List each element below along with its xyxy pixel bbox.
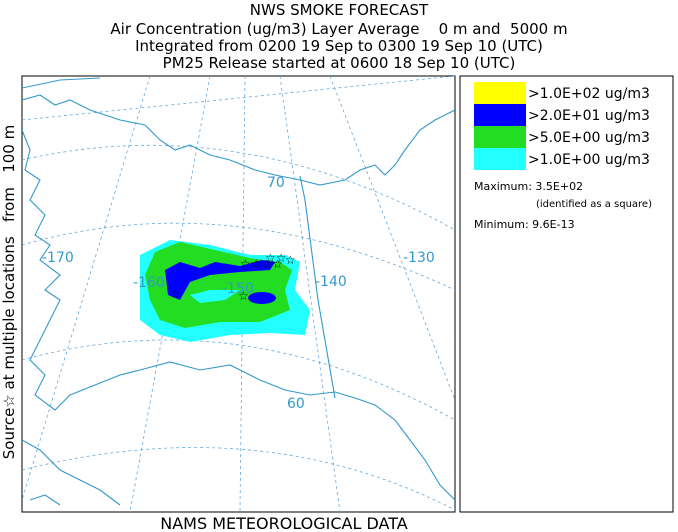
legend: Maximum: 3.5E+02 (identified as a square… xyxy=(459,75,674,513)
map-label: 60 xyxy=(287,396,305,412)
legend-swatch xyxy=(474,82,526,104)
svg-text:☆☆: ☆☆ xyxy=(265,251,287,265)
plume-high xyxy=(165,260,275,300)
subtitle: PM25 Release started at 0600 18 Sep 10 (… xyxy=(163,54,516,72)
subtitle: Air Concentration (ug/m3) Layer Average … xyxy=(110,20,567,38)
svg-text:☆☆☆☆: ☆☆☆☆ xyxy=(240,257,283,271)
map-label: -150 xyxy=(222,281,254,297)
svg-text:☆: ☆ xyxy=(238,289,249,303)
legend-swatch xyxy=(474,148,526,170)
legend-swatch xyxy=(474,126,526,148)
legend-label: >1.0E+00 ug/m3 xyxy=(528,152,650,168)
title: NWS SMOKE FORECAST xyxy=(250,1,429,19)
legend-maximum: Maximum: 3.5E+02 xyxy=(474,180,583,193)
legend-maximum-note: (identified as a square) xyxy=(536,199,652,210)
sources: ☆☆☆☆☆☆ ☆☆ ☆ xyxy=(170,251,296,303)
map-label: -160 xyxy=(133,275,165,291)
plume xyxy=(140,240,310,342)
legend-swatch xyxy=(474,104,526,126)
svg-text:☆: ☆ xyxy=(285,253,296,267)
svg-text:☆: ☆ xyxy=(170,287,181,301)
subtitle: Integrated from 0200 19 Sep to 0300 19 S… xyxy=(135,37,543,55)
legend-label: >1.0E+02 ug/m3 xyxy=(528,86,650,102)
plume-high xyxy=(248,292,276,304)
map-label: -130 xyxy=(403,250,435,266)
coastline xyxy=(22,77,455,506)
legend-label: >5.0E+00 ug/m3 xyxy=(528,130,650,146)
map-label: -140 xyxy=(315,274,347,290)
side-label: Source☆ at multiple locations from 100 m xyxy=(0,125,18,459)
map-label: 70 xyxy=(267,175,285,191)
legend-label: >2.0E+01 ug/m3 xyxy=(528,108,650,124)
footer: NAMS METEOROLOGICAL DATA xyxy=(160,514,408,532)
map: ☆☆☆☆☆☆ ☆☆ ☆ -170 -160 -150 -140 -130 70 6… xyxy=(21,75,456,513)
plume-gap xyxy=(190,290,240,303)
map-label: -170 xyxy=(42,250,74,266)
legend-minimum: Minimum: 9.6E-13 xyxy=(474,218,575,231)
